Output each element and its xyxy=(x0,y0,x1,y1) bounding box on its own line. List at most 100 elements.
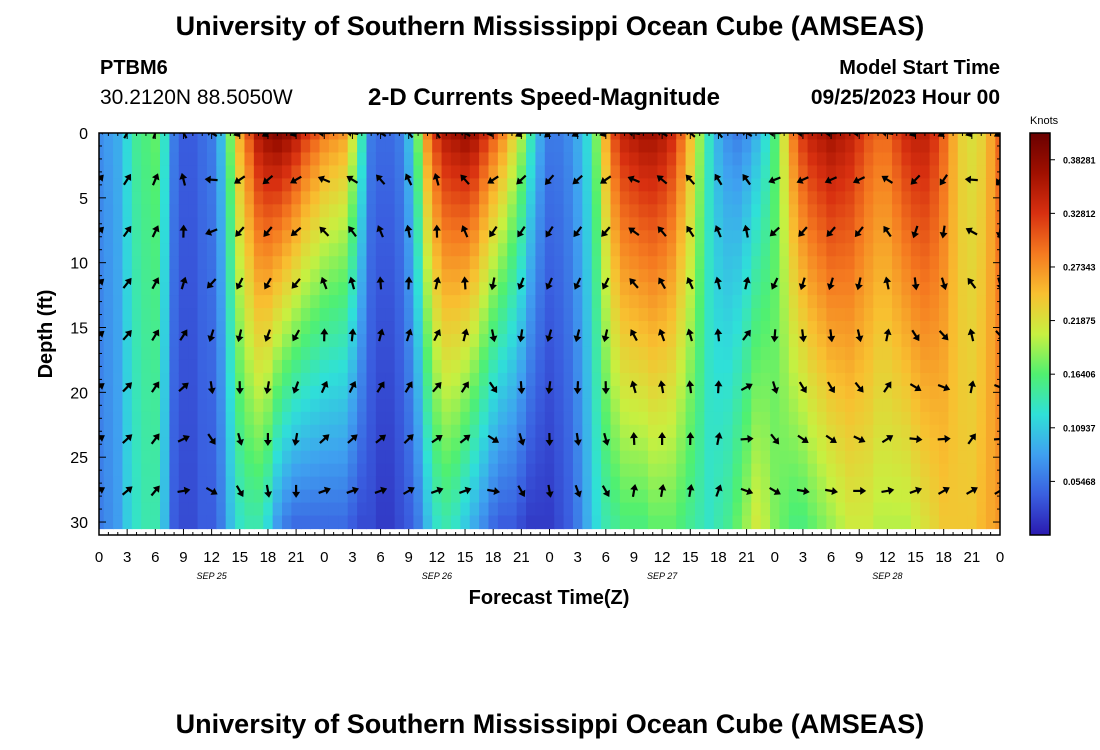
heatmap-cell xyxy=(544,424,555,439)
heatmap-cell xyxy=(216,308,227,322)
heatmap-cell xyxy=(253,139,264,154)
current-vector xyxy=(461,328,470,342)
heatmap-cell xyxy=(920,385,931,400)
heatmap-cell xyxy=(244,515,255,530)
heatmap-cell xyxy=(99,133,105,141)
heatmap-cell xyxy=(798,424,809,439)
heatmap-cell xyxy=(554,515,565,530)
heatmap-cell xyxy=(610,256,621,270)
heatmap-cell xyxy=(582,139,593,154)
heatmap-cell xyxy=(910,437,921,452)
heatmap-cell xyxy=(582,256,593,270)
heatmap-cell xyxy=(122,308,133,322)
heatmap-cell xyxy=(685,502,696,517)
heatmap-cell xyxy=(450,372,461,387)
heatmap-cell xyxy=(460,178,471,192)
heatmap-cell xyxy=(272,398,283,413)
heatmap-cell xyxy=(873,269,884,283)
heatmap-cell xyxy=(282,204,293,218)
heatmap-cell xyxy=(357,152,368,167)
heatmap-cell xyxy=(263,450,274,465)
heatmap-cell xyxy=(441,372,452,387)
current-vector xyxy=(348,380,357,394)
heatmap-cell xyxy=(169,463,180,478)
heatmap-cell xyxy=(967,204,978,218)
heatmap-cell xyxy=(563,424,574,439)
heatmap-cell xyxy=(863,321,874,335)
heatmap-cell xyxy=(441,321,452,335)
heatmap-cell xyxy=(957,476,968,491)
heatmap-cell xyxy=(676,359,687,374)
heatmap-cell xyxy=(385,217,396,231)
heatmap-cell xyxy=(929,398,940,413)
heatmap-cell xyxy=(225,450,236,465)
heatmap-cell xyxy=(338,515,349,530)
heatmap-cell xyxy=(901,269,912,283)
heatmap-cell xyxy=(563,476,574,491)
heatmap-cell xyxy=(563,437,574,452)
heatmap-cell xyxy=(910,450,921,465)
heatmap-cell xyxy=(967,502,978,517)
heatmap-cell xyxy=(300,398,311,413)
heatmap-cell xyxy=(760,295,771,309)
heatmap-cell xyxy=(648,385,659,400)
heatmap-cell xyxy=(882,139,893,154)
heatmap-cell xyxy=(206,178,217,192)
heatmap-cell xyxy=(601,204,612,218)
heatmap-cell xyxy=(741,372,752,387)
heatmap-cell xyxy=(704,411,715,426)
current-vector xyxy=(205,133,218,137)
heatmap-cell xyxy=(657,424,668,439)
heatmap-cell xyxy=(422,346,433,361)
heatmap-cell xyxy=(976,217,987,231)
heatmap-cell xyxy=(413,385,424,400)
heatmap-cell xyxy=(601,256,612,270)
heatmap-cell xyxy=(845,217,856,231)
heatmap-cell xyxy=(882,515,893,530)
current-vector xyxy=(376,276,385,290)
heatmap-cell xyxy=(216,385,227,400)
heatmap-cell xyxy=(310,230,321,244)
current-vector xyxy=(742,329,751,341)
heatmap-cell xyxy=(704,282,715,296)
heatmap-cell xyxy=(253,217,264,231)
heatmap-cell xyxy=(788,515,799,530)
current-vector xyxy=(994,383,1000,392)
heatmap-cell xyxy=(272,463,283,478)
heatmap-cell xyxy=(929,243,940,257)
heatmap-cell xyxy=(385,178,396,192)
heatmap-cell xyxy=(723,282,734,296)
heatmap-cell xyxy=(985,334,996,348)
heatmap-cell xyxy=(225,217,236,231)
heatmap-cell xyxy=(422,230,433,244)
heatmap-cell xyxy=(582,385,593,400)
heatmap-cell xyxy=(282,230,293,244)
heatmap-cell xyxy=(507,295,518,309)
heatmap-cell xyxy=(873,217,884,231)
heatmap-cell xyxy=(685,411,696,426)
heatmap-cell xyxy=(544,165,555,179)
heatmap-cell xyxy=(948,424,959,439)
heatmap-cell xyxy=(122,346,133,361)
heatmap-cell xyxy=(976,489,987,504)
heatmap-cell xyxy=(835,269,846,283)
heatmap-cell xyxy=(910,204,921,218)
heatmap-cell xyxy=(366,411,377,426)
heatmap-cell xyxy=(253,489,264,504)
heatmap-cell xyxy=(479,385,490,400)
heatmap-cell xyxy=(648,191,659,205)
heatmap-cell xyxy=(385,165,396,179)
current-vector xyxy=(179,133,188,139)
heatmap-cell xyxy=(244,476,255,491)
heatmap-cell xyxy=(826,489,837,504)
heatmap-cell xyxy=(873,204,884,218)
heatmap-cell xyxy=(666,217,677,231)
current-vector xyxy=(374,133,387,137)
heatmap-cell xyxy=(150,359,161,374)
heatmap-cell xyxy=(507,217,518,231)
heatmap-cell xyxy=(160,133,170,141)
heatmap-cell xyxy=(910,308,921,322)
current-vector xyxy=(262,175,274,185)
current-vector xyxy=(431,435,443,444)
heatmap-cell xyxy=(441,204,452,218)
